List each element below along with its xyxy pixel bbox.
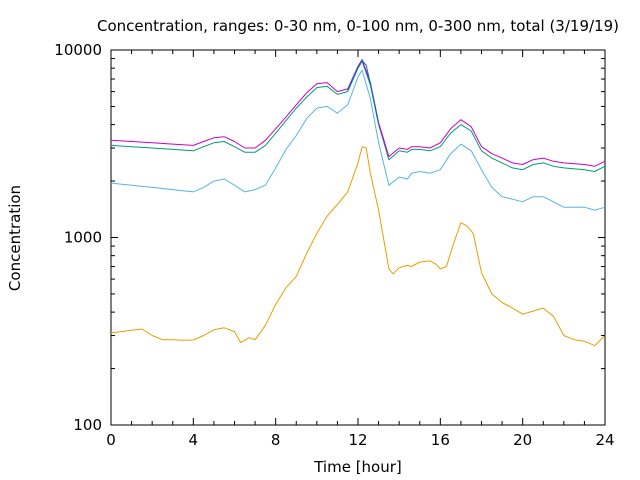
y-tick-label: 100 (73, 416, 102, 434)
y-tick-label: 10000 (54, 41, 102, 59)
y-axis: 100 1000 10000 (54, 41, 605, 434)
x-tick-label: 16 (431, 431, 450, 449)
plot-border (110, 49, 606, 426)
y-tick-label: 1000 (64, 229, 102, 247)
x-axis: 0 4 8 12 16 20 24 (106, 50, 615, 449)
x-tick-label: 24 (595, 431, 614, 449)
series-group (110, 59, 606, 347)
x-axis-label: Time [hour] (313, 458, 402, 476)
y-axis-label: Concentration (6, 185, 24, 291)
series-line-1 (110, 69, 606, 211)
series-line-4 (347, 59, 380, 124)
x-tick-label: 0 (106, 431, 116, 449)
x-tick-label: 4 (189, 431, 199, 449)
series-line-0 (110, 146, 606, 347)
x-tick-label: 20 (513, 431, 532, 449)
plot-frame (110, 49, 606, 426)
x-tick-label: 8 (271, 431, 281, 449)
x-tick-label: 12 (348, 431, 367, 449)
chart-title: Concentration, ranges: 0-30 nm, 0-100 nm… (97, 17, 619, 35)
